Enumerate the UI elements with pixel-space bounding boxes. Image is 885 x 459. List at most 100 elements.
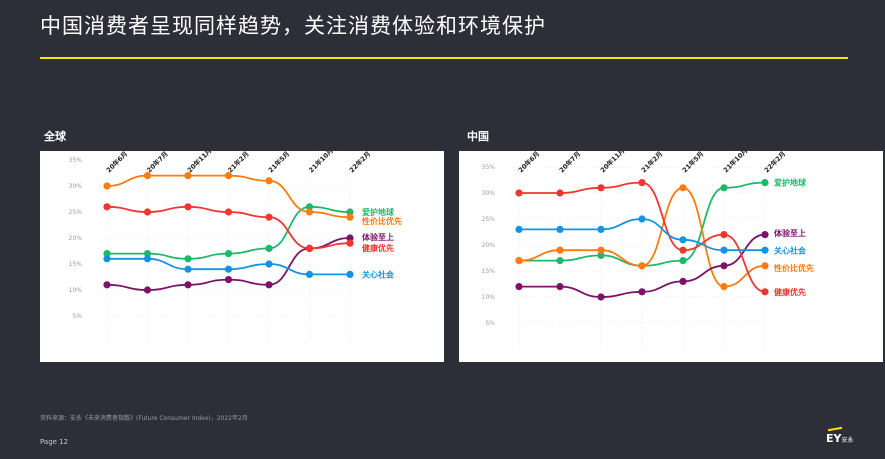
y-tick-label: 15% xyxy=(482,268,496,275)
y-tick-label: 35% xyxy=(482,164,496,171)
data-point xyxy=(515,283,523,291)
y-tick-label: 25% xyxy=(69,209,83,216)
series-label: 体验至上 xyxy=(362,232,394,242)
data-point xyxy=(556,257,564,265)
y-tick-label: 25% xyxy=(482,216,496,223)
data-point xyxy=(761,179,769,187)
x-tick-label: 21年2月 xyxy=(639,151,664,174)
y-tick-label: 15% xyxy=(69,261,83,268)
data-point xyxy=(556,283,564,291)
data-point xyxy=(761,231,769,239)
data-point xyxy=(556,225,564,233)
chart-panel-china: 5% 10% 15% 20% 25% 30% 35% 20年6月 20年7月 20年11月 21年2… xyxy=(459,146,883,362)
y-tick-label: 20% xyxy=(69,235,83,242)
series-label: 关心社会 xyxy=(774,246,806,256)
data-point xyxy=(515,257,523,265)
data-point xyxy=(143,250,152,258)
data-point xyxy=(597,293,605,301)
x-tick-label: 21年5月 xyxy=(266,151,291,174)
chart-global: 5% 10% 15% 20% 25% 30% 35% 20年6月 20年7月 20年11月 21年2… xyxy=(69,146,402,342)
data-point xyxy=(597,246,605,254)
data-point xyxy=(720,184,728,192)
data-point xyxy=(597,225,605,233)
data-point xyxy=(679,277,687,285)
ey-logo-text: EY xyxy=(826,432,842,445)
data-point xyxy=(556,246,564,254)
data-point xyxy=(597,251,605,259)
data-point xyxy=(305,270,314,278)
data-point xyxy=(720,231,728,239)
data-point xyxy=(720,246,728,254)
data-point xyxy=(346,213,354,221)
data-point xyxy=(720,262,728,270)
y-tick-label: 10% xyxy=(69,287,83,294)
x-tick-label: 21年10月 xyxy=(307,151,335,174)
ey-logo: EY安永 xyxy=(826,426,854,445)
data-point xyxy=(515,225,523,233)
data-point xyxy=(556,189,564,197)
x-tick-label: 21年10月 xyxy=(721,151,749,174)
data-point xyxy=(265,213,273,221)
y-tick-label: 10% xyxy=(482,294,496,301)
data-point xyxy=(346,234,354,242)
y-tick-label: 5% xyxy=(485,320,495,327)
page-number: Page 12 xyxy=(40,438,69,446)
data-point xyxy=(679,184,687,192)
data-point xyxy=(184,281,192,289)
x-tick-label: 20年6月 xyxy=(516,151,541,174)
data-point xyxy=(679,236,687,244)
data-point xyxy=(346,208,354,216)
series-label: 健康优先 xyxy=(362,243,394,253)
series-label: 爱护地球 xyxy=(774,178,807,188)
panel-title-global: 全球 xyxy=(44,130,66,143)
data-point xyxy=(143,208,152,216)
data-point xyxy=(638,215,646,223)
data-point xyxy=(184,203,192,211)
data-point xyxy=(346,270,354,278)
data-point xyxy=(679,246,687,254)
data-point xyxy=(184,265,192,273)
data-point xyxy=(638,179,646,187)
data-point xyxy=(638,262,646,270)
data-point xyxy=(103,255,111,263)
title-underline xyxy=(40,57,848,59)
x-tick-label: 20年7月 xyxy=(145,151,170,174)
data-point xyxy=(761,246,769,254)
data-point xyxy=(265,177,273,185)
series-label: 爱护地球 xyxy=(362,207,395,217)
data-point xyxy=(305,208,314,216)
x-tick-label: 21年2月 xyxy=(226,151,251,174)
page-title: 中国消费者呈现同样趋势，关注消费体验和环境保护 xyxy=(40,14,546,38)
y-tick-label: 20% xyxy=(482,242,496,249)
data-point xyxy=(265,281,273,289)
series-label: 性价比优先 xyxy=(774,263,814,273)
data-point xyxy=(720,283,728,291)
data-point xyxy=(638,288,646,296)
data-point xyxy=(515,189,523,197)
data-point xyxy=(103,182,111,190)
data-point xyxy=(103,203,111,211)
x-tick-label: 20年6月 xyxy=(104,151,129,174)
x-tick-label: 22年2月 xyxy=(762,151,787,174)
x-tick-label: 20年11月 xyxy=(185,151,213,174)
data-point xyxy=(224,265,233,273)
data-point xyxy=(184,255,192,263)
data-point xyxy=(597,184,605,192)
x-tick-label: 20年11月 xyxy=(598,151,626,174)
panel-title-china: 中国 xyxy=(467,130,489,143)
data-point xyxy=(761,288,769,296)
data-point xyxy=(265,244,273,252)
y-tick-label: 5% xyxy=(72,313,82,320)
data-point xyxy=(265,260,273,268)
chart-china: 5% 10% 15% 20% 25% 30% 35% 20年6月 20年7月 20年11月 21年2… xyxy=(482,146,814,349)
x-tick-label: 22年2月 xyxy=(347,151,372,174)
data-point xyxy=(184,172,192,180)
data-point xyxy=(224,276,233,284)
series-label: 关心社会 xyxy=(362,269,394,279)
data-point xyxy=(224,208,233,216)
data-point xyxy=(305,244,314,252)
series-label: 健康优先 xyxy=(774,287,806,297)
data-point xyxy=(679,257,687,265)
series-label: 性价比优先 xyxy=(362,216,402,226)
data-point xyxy=(103,281,111,289)
